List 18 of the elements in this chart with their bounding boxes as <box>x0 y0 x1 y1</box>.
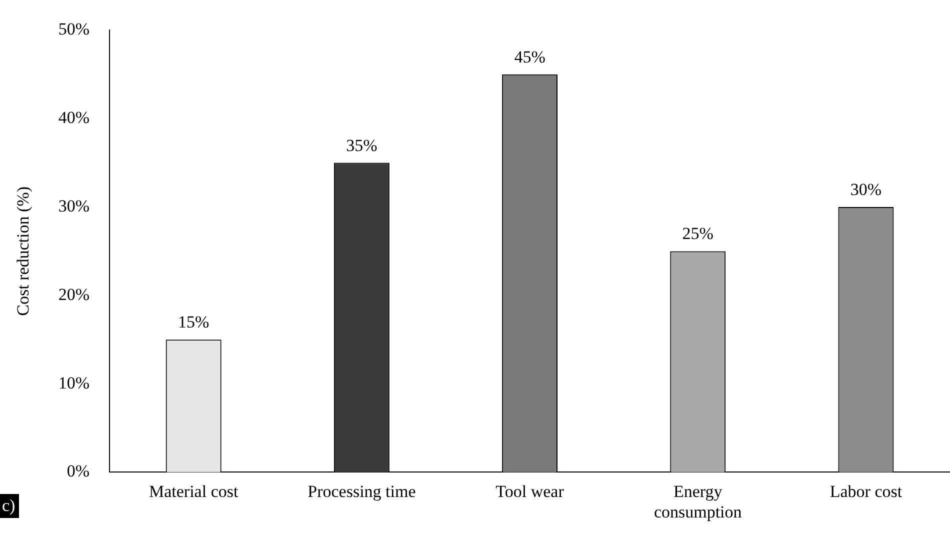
data-label: 30% <box>850 180 882 199</box>
x-tick-label: Energy consumption <box>654 482 742 522</box>
x-tick-label: Tool wear <box>496 482 564 501</box>
y-tick-label: 50% <box>58 20 90 39</box>
y-axis-title: Cost reduction (%) <box>14 186 33 316</box>
x-tick-label: Labor cost <box>830 482 902 501</box>
data-label: 25% <box>682 224 714 244</box>
data-label: 45% <box>514 47 546 66</box>
y-tick-label: 30% <box>58 196 90 216</box>
y-tick-label: 20% <box>58 284 90 304</box>
y-tick-label: 0% <box>66 462 90 481</box>
x-tick-label: Material cost <box>148 482 238 501</box>
y-tick-label: 10% <box>58 373 90 392</box>
x-tick-label: Processing time <box>308 482 416 501</box>
data-label: 35% <box>346 136 378 155</box>
y-tick-label: 40% <box>58 108 90 128</box>
data-label: 15% <box>178 312 210 332</box>
text: c) <box>0 494 20 518</box>
